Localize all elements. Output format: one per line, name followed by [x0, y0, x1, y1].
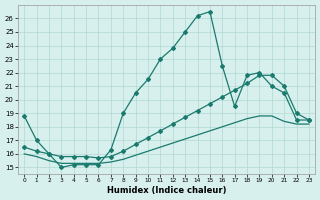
X-axis label: Humidex (Indice chaleur): Humidex (Indice chaleur): [107, 186, 226, 195]
